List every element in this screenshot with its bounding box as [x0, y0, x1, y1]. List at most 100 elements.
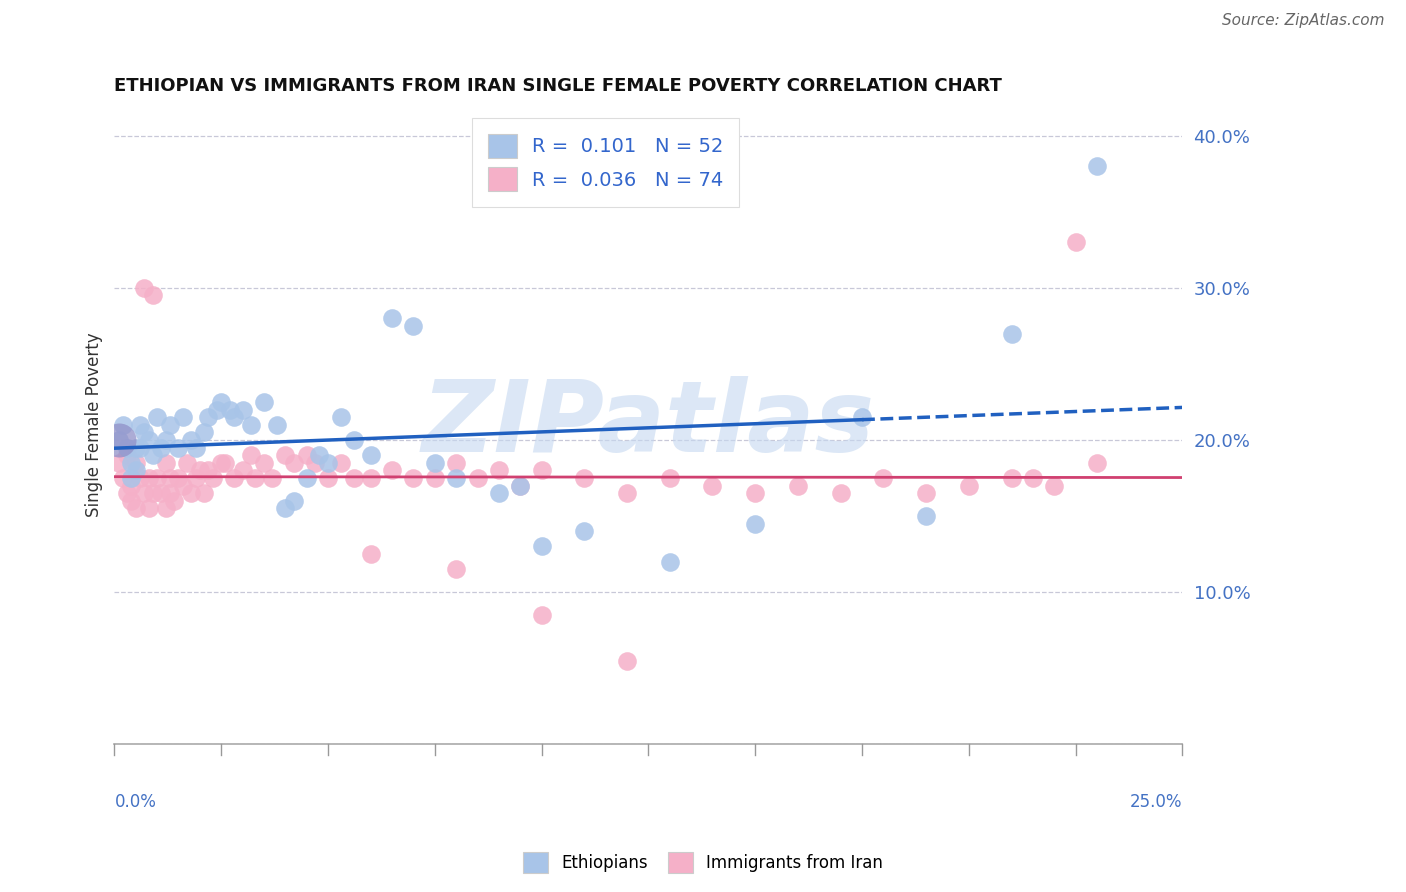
Point	[184, 441, 207, 455]
Point	[616, 654, 638, 668]
Point	[142, 448, 165, 462]
Point	[283, 493, 305, 508]
Point	[115, 441, 138, 455]
Point	[142, 288, 165, 302]
Point	[381, 463, 404, 477]
Point	[274, 501, 297, 516]
Point	[830, 486, 852, 500]
Text: 0.0%: 0.0%	[114, 793, 156, 811]
Point	[142, 486, 165, 500]
Point	[111, 417, 134, 432]
Point	[360, 471, 382, 485]
Point	[115, 448, 138, 462]
Point	[150, 441, 173, 455]
Point	[957, 478, 980, 492]
Point	[295, 448, 318, 462]
Y-axis label: Single Female Poverty: Single Female Poverty	[86, 333, 103, 517]
Legend: R =  0.101   N = 52, R =  0.036   N = 74: R = 0.101 N = 52, R = 0.036 N = 74	[472, 119, 740, 207]
Point	[115, 486, 138, 500]
Point	[915, 486, 938, 500]
Point	[184, 471, 207, 485]
Point	[744, 516, 766, 531]
Point	[125, 463, 148, 477]
Point	[240, 448, 263, 462]
Point	[222, 471, 245, 485]
Point	[1085, 456, 1108, 470]
Point	[787, 478, 810, 492]
Point	[155, 433, 177, 447]
Point	[444, 562, 467, 576]
Point	[138, 433, 160, 447]
Point	[129, 471, 152, 485]
Point	[180, 433, 202, 447]
Text: ZIPatlas: ZIPatlas	[422, 376, 875, 474]
Point	[488, 463, 510, 477]
Point	[915, 509, 938, 524]
Point	[574, 471, 596, 485]
Point	[138, 471, 160, 485]
Point	[488, 486, 510, 500]
Point	[616, 486, 638, 500]
Point	[658, 555, 681, 569]
Point	[111, 471, 134, 485]
Point	[530, 463, 553, 477]
Point	[232, 402, 254, 417]
Point	[343, 433, 366, 447]
Point	[329, 410, 352, 425]
Point	[134, 486, 156, 500]
Point	[167, 441, 190, 455]
Point	[205, 402, 228, 417]
Point	[121, 456, 143, 470]
Point	[402, 471, 425, 485]
Point	[107, 433, 129, 447]
Point	[188, 463, 211, 477]
Point	[253, 395, 276, 409]
Point	[222, 410, 245, 425]
Point	[245, 471, 267, 485]
Point	[146, 410, 169, 425]
Point	[872, 471, 894, 485]
Point	[121, 478, 143, 492]
Point	[658, 471, 681, 485]
Point	[180, 486, 202, 500]
Point	[167, 471, 190, 485]
Point	[159, 417, 181, 432]
Point	[197, 463, 219, 477]
Point	[121, 471, 143, 485]
Point	[129, 441, 152, 455]
Point	[172, 478, 194, 492]
Point	[155, 456, 177, 470]
Point	[530, 607, 553, 622]
Point	[1043, 478, 1066, 492]
Point	[574, 524, 596, 539]
Point	[253, 456, 276, 470]
Point	[343, 471, 366, 485]
Point	[159, 486, 181, 500]
Point	[329, 456, 352, 470]
Point	[283, 456, 305, 470]
Point	[146, 471, 169, 485]
Point	[509, 478, 531, 492]
Legend: Ethiopians, Immigrants from Iran: Ethiopians, Immigrants from Iran	[516, 846, 890, 880]
Point	[702, 478, 724, 492]
Point	[1000, 471, 1022, 485]
Point	[530, 540, 553, 554]
Point	[172, 410, 194, 425]
Point	[304, 456, 326, 470]
Text: 25.0%: 25.0%	[1130, 793, 1182, 811]
Point	[232, 463, 254, 477]
Point	[218, 402, 240, 417]
Point	[423, 471, 446, 485]
Point	[209, 395, 232, 409]
Point	[107, 456, 129, 470]
Point	[1085, 159, 1108, 173]
Point	[467, 471, 489, 485]
Point	[316, 456, 339, 470]
Point	[444, 471, 467, 485]
Point	[1064, 235, 1087, 250]
Text: Source: ZipAtlas.com: Source: ZipAtlas.com	[1222, 13, 1385, 29]
Point	[209, 456, 232, 470]
Point	[444, 456, 467, 470]
Text: ETHIOPIAN VS IMMIGRANTS FROM IRAN SINGLE FEMALE POVERTY CORRELATION CHART: ETHIOPIAN VS IMMIGRANTS FROM IRAN SINGLE…	[114, 78, 1002, 95]
Point	[744, 486, 766, 500]
